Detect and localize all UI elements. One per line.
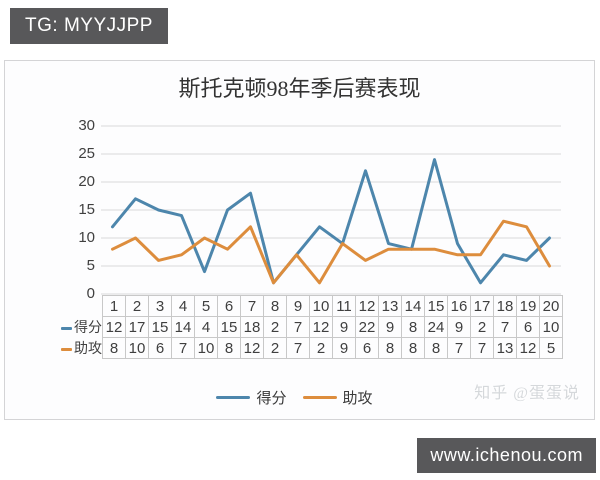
table-header-cell: 12: [355, 295, 379, 317]
table-header-cell: 19: [516, 295, 540, 317]
table-cell: 4: [194, 316, 218, 338]
data-table: 1 2 3 4 5 6 7 8 9 10 11 12 13 14 15 16 17 18 19 20 得分 12 17 15 1…: [61, 295, 563, 359]
line-chart-plot: [101, 125, 561, 295]
table-cell: 8: [378, 337, 402, 359]
table-header-cell: 14: [401, 295, 425, 317]
table-cell: 7: [171, 337, 195, 359]
row-label-text: 助攻: [74, 342, 102, 357]
table-header-cell: 15: [424, 295, 448, 317]
table-cell: 5: [539, 337, 563, 359]
y-tick-label: 20: [78, 173, 95, 190]
table-cell: 15: [217, 316, 241, 338]
table-cell: 17: [125, 316, 149, 338]
table-cell: 6: [148, 337, 172, 359]
table-cell: 6: [355, 337, 379, 359]
table-cell: 6: [516, 316, 540, 338]
y-tick-label: 25: [78, 145, 95, 162]
legend-key-points-icon: [216, 396, 251, 399]
table-cell: 7: [286, 337, 310, 359]
table-header-cell: 13: [378, 295, 402, 317]
table-cell: 12: [240, 337, 264, 359]
watermark: 知乎 @蛋蛋说: [474, 385, 580, 402]
table-header-cell: 9: [286, 295, 310, 317]
table-header-cell: 11: [332, 295, 356, 317]
table-cell: 2: [263, 316, 287, 338]
table-cell: 15: [148, 316, 172, 338]
table-header-cell: 8: [263, 295, 287, 317]
table-cell: 8: [401, 337, 425, 359]
table-cell: 22: [355, 316, 379, 338]
table-row-0: 得分 12 17 15 14 4 15 18 2 7 12 9 22 9 8 24 9 2 7 6 10: [61, 316, 563, 338]
chart-title: 斯托克顿98年季后赛表现: [178, 76, 421, 101]
row-key-icon: [61, 327, 72, 331]
table-cell: 9: [378, 316, 402, 338]
row-label-1: 助攻: [61, 338, 103, 359]
table-cell: 8: [102, 337, 126, 359]
table-cell: 12: [102, 316, 126, 338]
legend-key-assists-icon: [302, 396, 337, 399]
table-cell: 10: [194, 337, 218, 359]
table-header-cell: 7: [240, 295, 264, 317]
table-cell: 8: [401, 316, 425, 338]
table-header-cell: 10: [309, 295, 333, 317]
table-cell: 9: [332, 316, 356, 338]
table-cell: 2: [309, 337, 333, 359]
table-cell: 7: [470, 337, 494, 359]
y-tick-label: 30: [78, 117, 95, 134]
table-cell: 2: [263, 337, 287, 359]
table-cell: 18: [240, 316, 264, 338]
table-cell: 7: [447, 337, 471, 359]
table-header-cell: 16: [447, 295, 471, 317]
y-tick-label: 0: [86, 285, 95, 302]
table-header-cell: 3: [148, 295, 172, 317]
table-header-cell: 5: [194, 295, 218, 317]
series-line-1: [111, 219, 551, 285]
site-badge: www.ichenou.com: [417, 438, 596, 473]
table-header-cell: 20: [539, 295, 563, 317]
y-tick-label: 15: [78, 201, 95, 218]
table-cell: 9: [332, 337, 356, 359]
table-cell: 13: [493, 337, 517, 359]
row-label-0: 得分: [61, 317, 103, 338]
table-cell: 8: [217, 337, 241, 359]
legend: 得分 助攻: [5, 387, 594, 408]
table-cell: 9: [447, 316, 471, 338]
row-key-icon: [61, 348, 72, 352]
tg-badge: TG: MYYJJPP: [10, 8, 168, 44]
table-cell: 10: [125, 337, 149, 359]
table-row-1: 助攻 8 10 6 7 10 8 12 2 7 2 9 6 8 8 8 7 7 13 12 5: [61, 337, 563, 359]
table-cell: 14: [171, 316, 195, 338]
table-cell: 7: [493, 316, 517, 338]
table-corner-cell: [61, 296, 103, 317]
row-label-text: 得分: [74, 321, 102, 336]
table-header-cell: 4: [171, 295, 195, 317]
table-cell: 2: [470, 316, 494, 338]
table-header-row: 1 2 3 4 5 6 7 8 9 10 11 12 13 14 15 16 17 18 19 20: [61, 295, 563, 317]
legend-label-assists: 助攻: [342, 391, 373, 407]
table-header-cell: 6: [217, 295, 241, 317]
table-cell: 7: [286, 316, 310, 338]
table-cell: 8: [424, 337, 448, 359]
chart-card: 斯托克顿98年季后赛表现 0 5 10 15 20 25 30 1 2 3 4 5 6 7 8 9 10 11 1…: [4, 60, 595, 420]
table-header-cell: 18: [493, 295, 517, 317]
table-cell: 10: [539, 316, 563, 338]
table-header-cell: 2: [125, 295, 149, 317]
table-header-cell: 17: [470, 295, 494, 317]
table-cell: 12: [309, 316, 333, 338]
y-tick-label: 10: [78, 229, 95, 246]
table-header-cell: 1: [102, 295, 126, 317]
y-tick-label: 5: [86, 257, 95, 274]
series-line-0: [111, 158, 551, 285]
table-cell: 12: [516, 337, 540, 359]
table-cell: 24: [424, 316, 448, 338]
legend-label-points: 得分: [256, 391, 287, 407]
